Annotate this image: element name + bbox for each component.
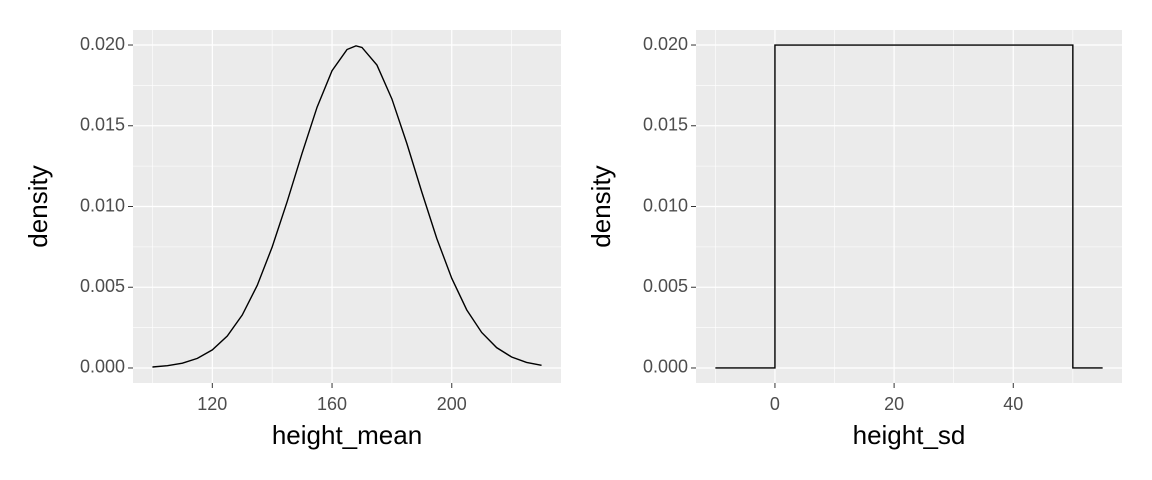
- y-tick-label: 0.000: [643, 357, 688, 377]
- y-tick-label: 0.015: [643, 115, 688, 135]
- y-axis-title: density: [586, 165, 616, 247]
- y-tick-label: 0.020: [643, 34, 688, 54]
- y-tick-label: 0.020: [80, 34, 125, 54]
- density-line: [715, 44, 1103, 369]
- x-tick-label: 40: [1003, 394, 1023, 414]
- panel: 0 20 40 0.000 0.005 0.010 0.015 0.020 height_sd d…: [586, 30, 1122, 450]
- x-tick-label: 160: [317, 394, 347, 414]
- x-tick-label: 120: [197, 394, 227, 414]
- x-axis-title: height_sd: [853, 420, 966, 450]
- x-axis-title: height_mean: [272, 420, 422, 450]
- y-tick-label: 0.010: [80, 195, 125, 215]
- y-tick-label: 0.000: [80, 357, 125, 377]
- y-tick-label: 0.015: [80, 115, 125, 135]
- panel: 120 160 200 0.000 0.005 0.010 0.015 0.020 height…: [23, 30, 561, 450]
- y-tick-label: 0.010: [643, 195, 688, 215]
- x-tick-label: 20: [884, 394, 904, 414]
- density-line: [152, 45, 542, 368]
- x-tick-label: 0: [770, 394, 780, 414]
- x-tick-label: 200: [437, 394, 467, 414]
- y-tick-label: 0.005: [80, 276, 125, 296]
- y-tick-label: 0.005: [643, 276, 688, 296]
- y-axis-title: density: [23, 165, 53, 247]
